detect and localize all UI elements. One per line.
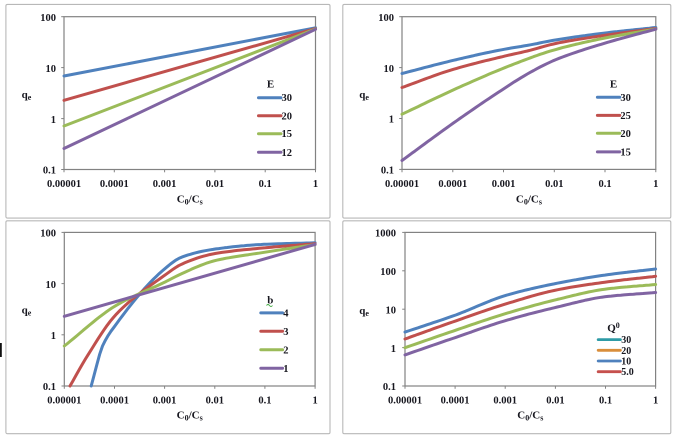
svg-text:C0/Cs: C0/Cs [517,410,543,423]
svg-text:1: 1 [389,115,394,126]
svg-text:4: 4 [283,308,289,319]
svg-text:0.1: 0.1 [383,382,396,393]
svg-text:0.001: 0.001 [493,395,517,406]
svg-text:100: 100 [40,13,56,24]
svg-text:25: 25 [620,111,631,122]
svg-text:20: 20 [282,111,293,122]
svg-text:30: 30 [282,93,293,104]
svg-text:0.1: 0.1 [259,179,272,190]
svg-text:1: 1 [51,115,56,126]
svg-text:1: 1 [653,395,658,406]
svg-text:10: 10 [621,357,631,368]
svg-text:1: 1 [51,331,56,342]
svg-text:5.0: 5.0 [621,367,634,378]
svg-text:qe: qe [22,304,32,317]
svg-text:15: 15 [620,147,631,158]
svg-text:qe: qe [22,89,32,102]
svg-text:0.001: 0.001 [492,179,516,190]
svg-text:0.1: 0.1 [258,395,271,406]
svg-text:qe: qe [359,89,369,102]
svg-text:1: 1 [653,179,658,190]
svg-text:0.001: 0.001 [153,179,177,190]
svg-text:0.01: 0.01 [546,395,564,406]
svg-text:30: 30 [621,335,631,346]
svg-text:E: E [267,79,274,91]
svg-text:0.0001: 0.0001 [100,395,129,406]
svg-text:0.1: 0.1 [381,166,394,177]
svg-text:0.00001: 0.00001 [47,395,81,406]
svg-text:0.0001: 0.0001 [441,395,470,406]
svg-text:0.1: 0.1 [599,395,612,406]
svg-text:10: 10 [384,64,395,75]
svg-text:0.01: 0.01 [206,395,224,406]
svg-text:100: 100 [40,229,56,240]
svg-text:3: 3 [283,327,288,338]
svg-text:0.1: 0.1 [598,179,611,190]
svg-text:1: 1 [313,179,318,190]
svg-text:0.1: 0.1 [43,166,56,177]
svg-text:10: 10 [46,64,57,75]
svg-text:20: 20 [620,129,631,140]
svg-text:100: 100 [378,13,394,24]
svg-text:1000: 1000 [375,229,396,240]
svg-text:0.0001: 0.0001 [438,179,467,190]
svg-text:E: E [610,79,617,91]
svg-text:C0/Cs: C0/Cs [177,410,203,423]
svg-text:1: 1 [312,395,317,406]
svg-text:0.0001: 0.0001 [100,179,129,190]
svg-text:b: b [267,295,273,307]
svg-text:15: 15 [282,129,293,140]
svg-text:0.01: 0.01 [206,179,224,190]
svg-text:10: 10 [386,305,397,316]
svg-text:0.001: 0.001 [153,395,177,406]
svg-text:C0/Cs: C0/Cs [177,194,203,207]
svg-text:1: 1 [391,344,396,355]
svg-text:qe: qe [359,305,369,318]
svg-text:2: 2 [283,345,288,356]
svg-text:30: 30 [620,93,631,104]
svg-text:0.1: 0.1 [43,382,56,393]
svg-text:12: 12 [282,148,293,159]
svg-text:0.00001: 0.00001 [388,395,422,406]
svg-text:0.01: 0.01 [545,179,563,190]
svg-text:0.00001: 0.00001 [385,179,419,190]
svg-text:10: 10 [46,280,57,291]
svg-text:C0/Cs: C0/Cs [516,194,542,207]
svg-text:1: 1 [283,364,288,375]
svg-text:0.00001: 0.00001 [47,179,81,190]
svg-text:100: 100 [380,267,396,278]
svg-text:20: 20 [621,346,631,357]
